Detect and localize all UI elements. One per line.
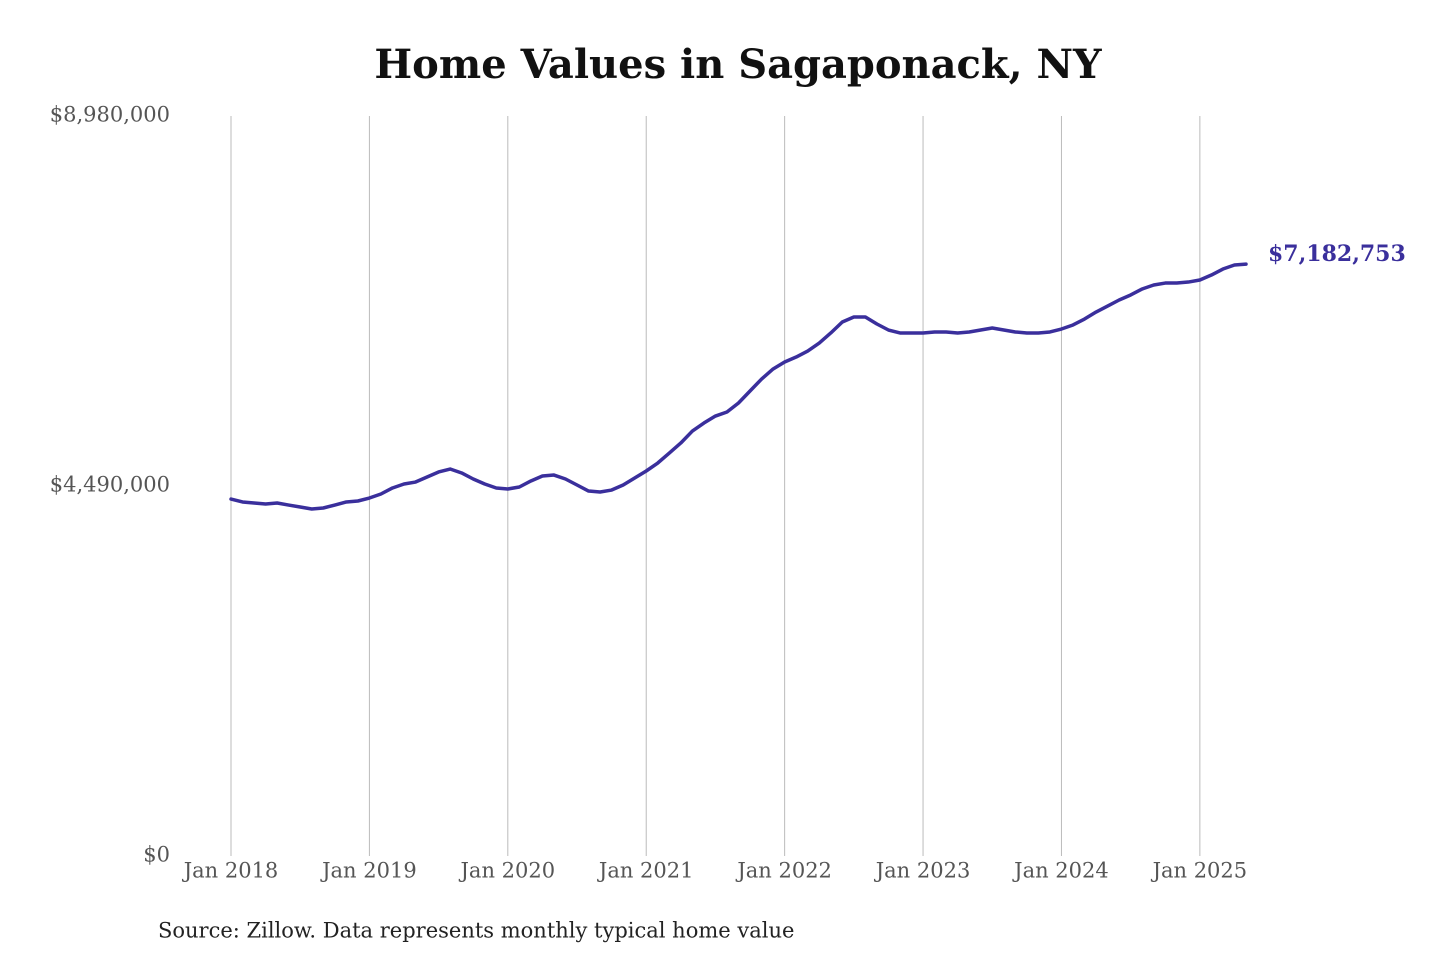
value-label: $7,182,753: [1268, 241, 1406, 267]
x-tick-label: Jan 2024: [1012, 859, 1109, 883]
x-tick-label: Jan 2022: [735, 859, 832, 883]
x-tick-label: Jan 2020: [459, 859, 556, 883]
x-tick-label: Jan 2021: [597, 859, 694, 883]
x-tick-label: Jan 2019: [320, 859, 417, 883]
source-note: Source: Zillow. Data represents monthly …: [158, 919, 794, 943]
x-tick-label: Jan 2018: [182, 859, 279, 883]
x-tick-label: Jan 2023: [874, 859, 971, 883]
y-tick-label: $8,980,000: [50, 103, 170, 127]
grid: [230, 116, 1201, 856]
x-tick-label: Jan 2025: [1151, 859, 1248, 883]
chart-title: Home Values in Sagaponack, NY: [374, 41, 1102, 88]
y-tick-label: $0: [143, 843, 170, 867]
y-tick-label: $4,490,000: [50, 473, 170, 497]
plot-area: $7,182,753: [229, 241, 1406, 511]
data-line: [229, 262, 1248, 511]
